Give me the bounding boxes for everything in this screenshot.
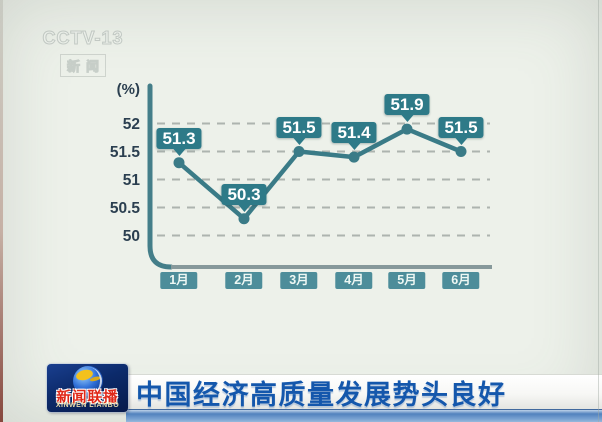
y-tick-label: 52 [123, 116, 140, 133]
data-point [348, 151, 360, 163]
month-badge: 1月 [160, 272, 198, 289]
headline-bar: 中国经济高质量发展势头良好 [126, 374, 602, 410]
cctv-caption: 新闻 [59, 54, 106, 77]
month-badge: 2月 [225, 272, 263, 289]
data-label-badge: 50.3 [221, 183, 267, 205]
y-axis-unit-label: (%) [117, 81, 140, 98]
month-badge: 3月 [280, 272, 318, 289]
globe-icon [72, 366, 103, 396]
video-edge-artifact-right [598, 0, 599, 422]
month-badge: 5月 [388, 272, 426, 289]
banner-blue-strip [126, 409, 602, 422]
data-point [293, 146, 305, 157]
cctv-watermark: CCTV-13 新闻 [40, 28, 126, 77]
video-edge-artifact-left [0, 0, 3, 422]
cctv-channel-logo: CCTV-13 [42, 28, 124, 49]
data-label-badge: 51.4 [331, 122, 377, 144]
data-label-badge: 51.5 [276, 116, 322, 138]
logo-title: 新闻联播 [56, 390, 119, 406]
trend-line [176, 126, 464, 221]
month-badge: 4月 [335, 272, 373, 289]
data-label-badge: 51.5 [438, 116, 484, 138]
xinwen-lianbo-logo: 新闻联播 XINWEN LIANBO [47, 364, 128, 412]
data-label-badge: 51.3 [156, 127, 202, 149]
data-point [401, 123, 413, 135]
y-tick-label: 50.5 [110, 200, 141, 217]
data-label-badge: 51.9 [384, 94, 430, 116]
y-tick-label: 50 [123, 228, 140, 245]
chart-canvas: 52 51.5 51 50.5 50 (%) [110, 81, 492, 270]
data-point [238, 213, 250, 225]
headline-text: 中国经济高质量发展势头良好 [136, 380, 507, 410]
data-point [455, 146, 467, 157]
y-axis-line [147, 83, 174, 270]
y-tick-label: 51.5 [110, 144, 141, 161]
y-tick-label: 51 [123, 172, 141, 189]
logo-subtitle: XINWEN LIANBO [55, 402, 120, 409]
month-badge: 6月 [442, 272, 480, 289]
data-point [173, 157, 185, 169]
pmi-line-chart: 52 51.5 51 50.5 50 (%) 51.3 50.3 51.5 51.4 51.9 51… [0, 0, 602, 340]
